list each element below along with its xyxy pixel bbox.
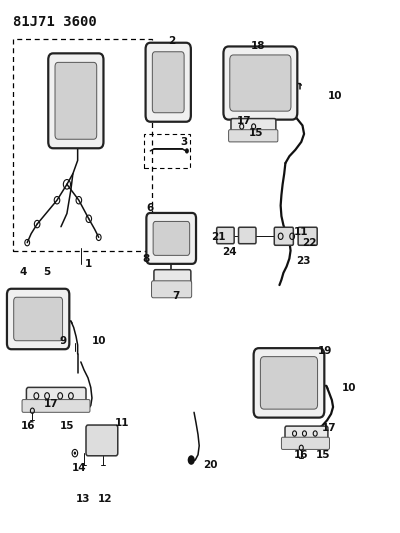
FancyBboxPatch shape (26, 387, 86, 405)
FancyBboxPatch shape (238, 227, 256, 244)
FancyBboxPatch shape (86, 425, 118, 456)
Circle shape (185, 148, 189, 154)
Text: 4: 4 (20, 267, 27, 277)
Text: 15: 15 (316, 450, 330, 460)
Text: 5: 5 (44, 267, 51, 277)
FancyBboxPatch shape (260, 357, 318, 409)
FancyBboxPatch shape (285, 426, 328, 441)
Text: 22: 22 (302, 238, 316, 248)
FancyBboxPatch shape (154, 270, 191, 285)
Text: 8: 8 (143, 254, 150, 263)
Text: 24: 24 (222, 247, 237, 257)
Text: 23: 23 (296, 256, 310, 266)
Text: 17: 17 (236, 116, 251, 126)
Text: 2: 2 (168, 36, 176, 46)
Text: 6: 6 (147, 203, 154, 213)
FancyBboxPatch shape (274, 227, 293, 245)
Text: 9: 9 (59, 336, 66, 346)
FancyBboxPatch shape (152, 52, 184, 113)
Text: 19: 19 (318, 346, 332, 357)
FancyBboxPatch shape (217, 227, 234, 244)
Text: 10: 10 (92, 336, 106, 346)
Text: 11: 11 (294, 227, 308, 237)
FancyBboxPatch shape (146, 213, 196, 264)
Text: 3: 3 (180, 137, 188, 147)
FancyBboxPatch shape (231, 118, 276, 133)
Text: 11: 11 (115, 418, 130, 428)
Text: 7: 7 (172, 290, 180, 301)
FancyBboxPatch shape (298, 227, 317, 245)
Text: 12: 12 (98, 494, 112, 504)
Text: 16: 16 (294, 450, 308, 460)
Text: 18: 18 (250, 42, 265, 52)
Bar (144, 134, 190, 168)
Text: 10: 10 (328, 91, 342, 101)
FancyBboxPatch shape (224, 46, 297, 119)
Text: 81J71 3600: 81J71 3600 (13, 14, 97, 29)
FancyBboxPatch shape (48, 53, 104, 148)
Text: 16: 16 (21, 421, 36, 431)
FancyBboxPatch shape (55, 62, 97, 139)
FancyBboxPatch shape (230, 55, 291, 111)
Text: 10: 10 (342, 383, 356, 393)
Text: 1: 1 (85, 259, 92, 269)
FancyBboxPatch shape (152, 281, 192, 298)
FancyBboxPatch shape (14, 297, 62, 341)
Text: 15: 15 (248, 128, 263, 138)
Bar (13, 38, 152, 251)
Text: 13: 13 (76, 494, 90, 504)
Text: 15: 15 (60, 421, 74, 431)
FancyBboxPatch shape (7, 289, 69, 349)
Text: 20: 20 (203, 461, 217, 470)
FancyBboxPatch shape (153, 221, 190, 255)
Text: 17: 17 (44, 399, 58, 409)
FancyBboxPatch shape (22, 400, 90, 413)
FancyBboxPatch shape (146, 43, 191, 122)
Text: 14: 14 (72, 463, 86, 473)
FancyBboxPatch shape (254, 348, 324, 418)
Circle shape (188, 455, 195, 465)
FancyBboxPatch shape (229, 130, 278, 142)
Text: 21: 21 (211, 232, 225, 243)
FancyBboxPatch shape (282, 437, 330, 449)
Circle shape (74, 451, 76, 455)
Text: 17: 17 (322, 423, 336, 433)
